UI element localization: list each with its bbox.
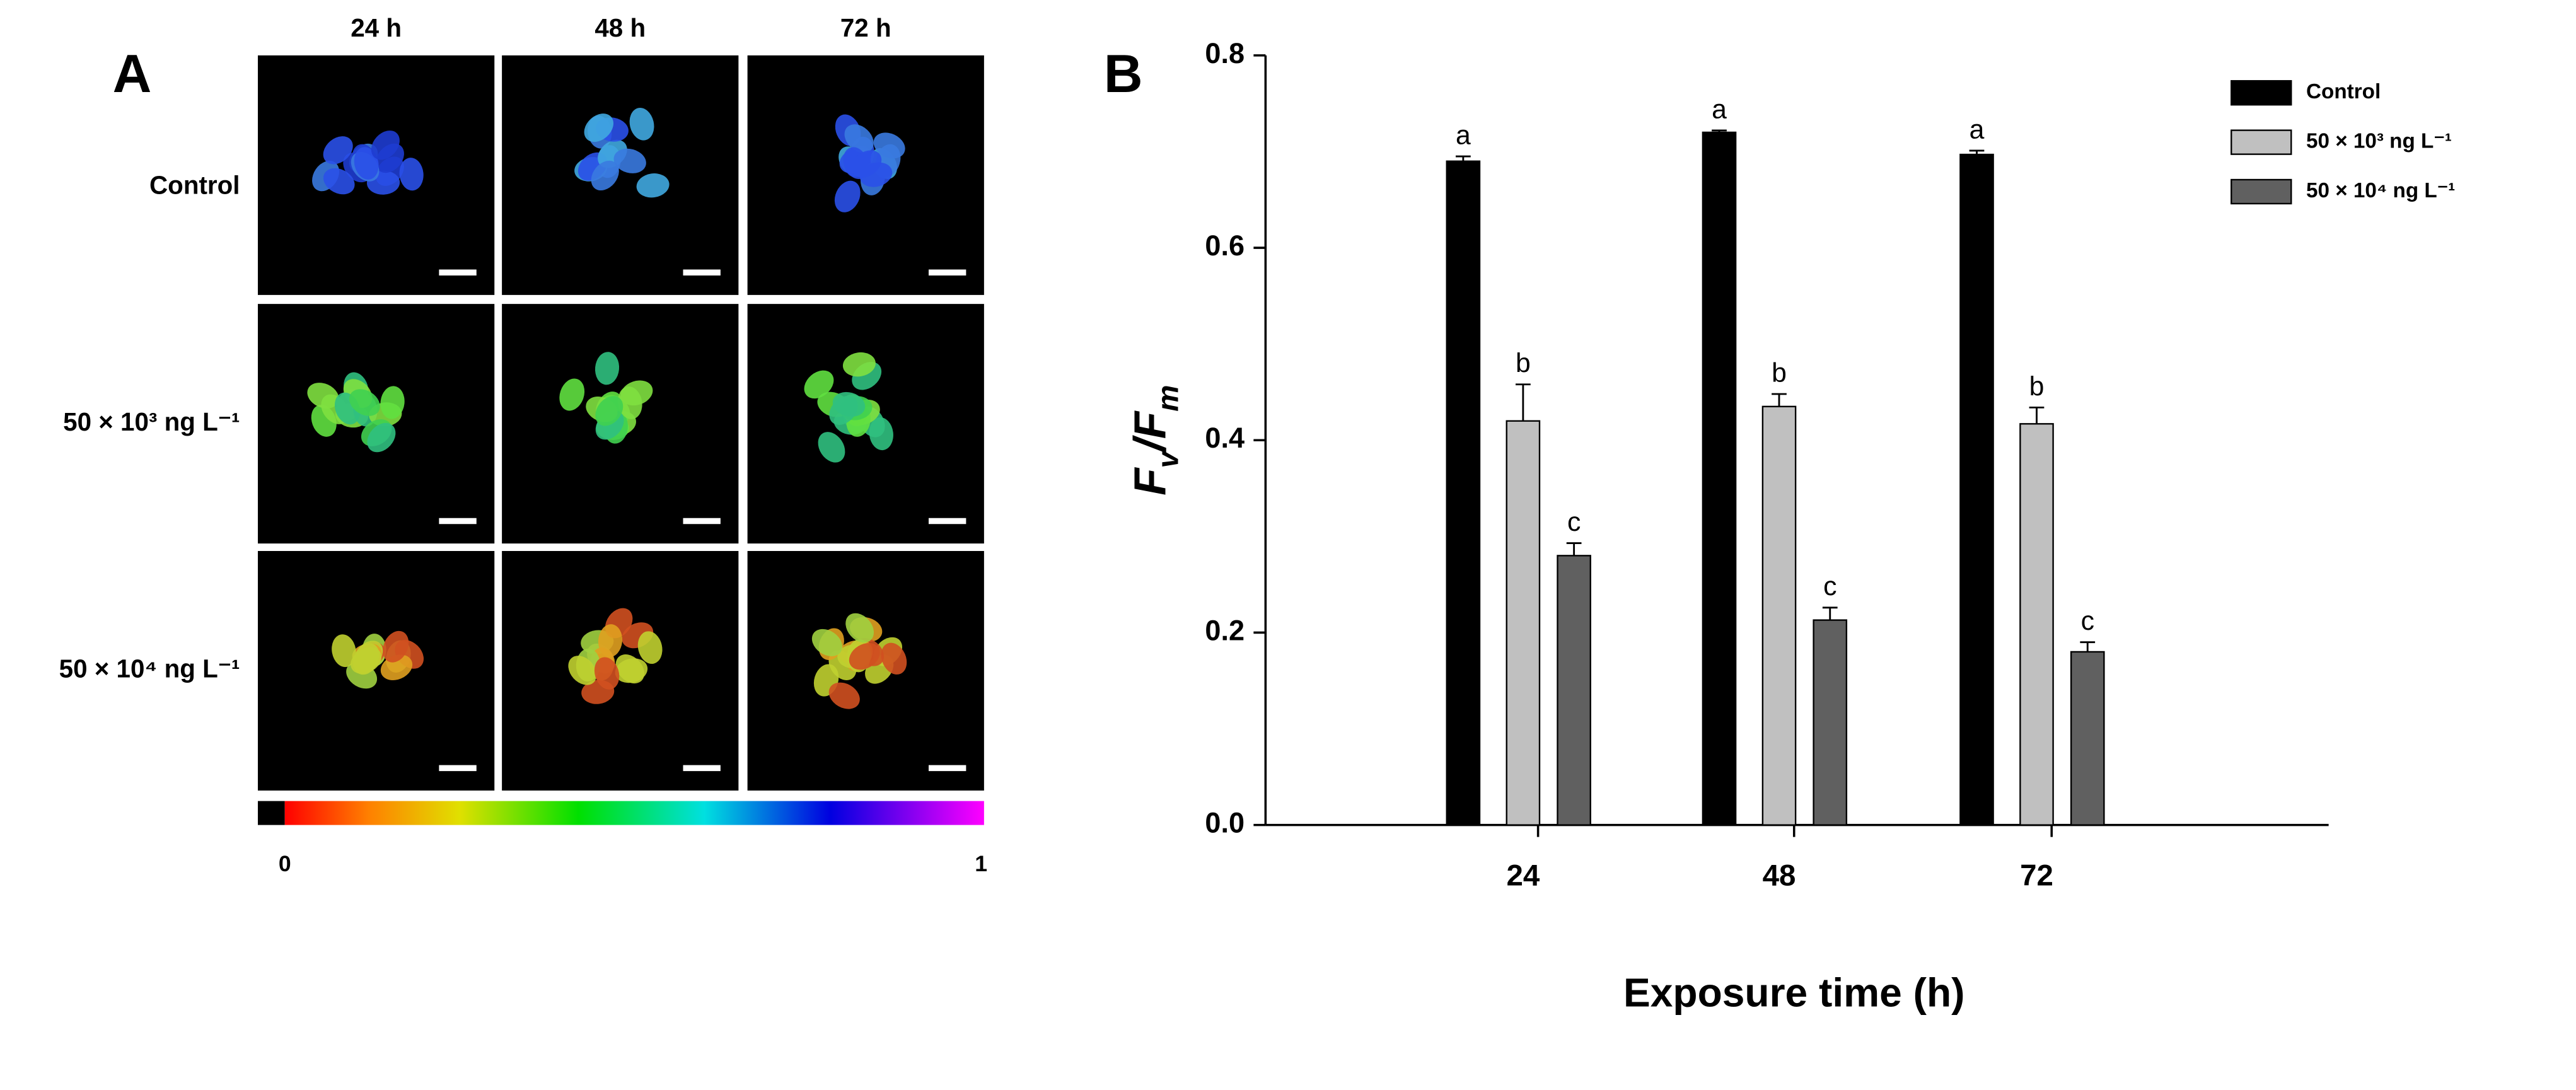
colorbar-black — [258, 801, 285, 825]
cell — [367, 422, 396, 453]
cell — [873, 132, 905, 159]
cell — [568, 656, 597, 685]
colorbar-label: 1 — [975, 851, 987, 876]
cell — [615, 654, 645, 684]
cell — [629, 108, 654, 141]
bar — [1506, 420, 1541, 826]
x-tick-label: 24 — [1506, 859, 1540, 892]
cell — [598, 624, 623, 658]
cell — [383, 630, 409, 663]
significance-letter: a — [1456, 120, 1471, 151]
cell — [834, 180, 861, 212]
significance-letter: a — [1970, 114, 1985, 144]
legend-label: 50 × 10³ ng L⁻¹ — [2306, 129, 2452, 153]
cell — [307, 383, 339, 409]
error-bar — [1516, 383, 1531, 421]
legend-swatch — [2231, 129, 2292, 155]
error-bar — [2080, 641, 2096, 652]
bar — [1702, 131, 1737, 826]
legend-label: 50 × 10⁴ ng L⁻¹ — [2306, 179, 2455, 202]
cell — [351, 647, 382, 674]
significance-letter: c — [1823, 571, 1836, 601]
bar — [1557, 555, 1591, 826]
bar — [2070, 651, 2105, 826]
y-axis-label: Fv/Fm — [1125, 385, 1185, 496]
column-header: 48 h — [595, 13, 646, 42]
significance-letter: b — [1772, 357, 1787, 388]
cell — [332, 634, 356, 668]
cell — [844, 124, 874, 153]
y-tick-label: 0.6 — [1205, 229, 1244, 262]
error-bar — [2029, 406, 2045, 424]
cell — [845, 613, 874, 643]
significance-letter: c — [2081, 606, 2094, 636]
significance-letter: b — [2029, 371, 2045, 402]
micrograph — [502, 55, 739, 295]
error-bar — [1772, 393, 1787, 407]
error-bar — [1566, 542, 1582, 556]
cell — [591, 160, 619, 191]
error-bar — [1456, 155, 1471, 161]
cell — [380, 386, 405, 419]
y-tick-label: 0.4 — [1205, 422, 1244, 454]
cell — [849, 642, 880, 670]
legend-label: Control — [2306, 80, 2381, 103]
row-label: 50 × 10³ ng L⁻¹ — [63, 407, 240, 436]
colorbar — [284, 801, 984, 825]
row-label: Control — [149, 171, 240, 200]
cell — [584, 113, 614, 142]
cell — [818, 432, 845, 463]
cell — [828, 682, 860, 709]
x-tick-label: 72 — [2020, 859, 2053, 892]
cell — [804, 370, 834, 399]
significance-letter: c — [1567, 507, 1581, 537]
panel-label: A — [113, 44, 152, 104]
cell — [399, 158, 424, 191]
error-bar — [1822, 606, 1838, 620]
cell — [323, 136, 353, 165]
cell — [559, 378, 585, 411]
cell — [881, 642, 907, 675]
cell — [811, 629, 842, 657]
micrograph — [258, 551, 495, 791]
bar — [1959, 153, 1994, 826]
legend-swatch — [2231, 178, 2292, 205]
cell — [613, 148, 646, 173]
cell — [595, 396, 624, 426]
cell — [371, 130, 400, 160]
column-header: 24 h — [351, 13, 402, 42]
column-header: 72 h — [840, 13, 891, 42]
colorbar-label: 0 — [279, 851, 291, 876]
y-tick-label: 0.8 — [1205, 37, 1244, 69]
panel-label: B — [1104, 44, 1143, 104]
legend-swatch — [2231, 80, 2292, 106]
cell — [618, 386, 642, 419]
bar — [1446, 160, 1481, 826]
row-label: 50 × 10⁴ ng L⁻¹ — [59, 654, 240, 683]
error-bar — [1712, 129, 1727, 132]
cell — [349, 389, 380, 416]
cell — [595, 352, 620, 385]
error-bar — [1969, 149, 1985, 155]
cell — [594, 657, 620, 690]
x-tick-label: 48 — [1763, 859, 1796, 892]
bar — [1813, 619, 1848, 826]
cell — [637, 631, 663, 664]
cell — [842, 352, 876, 377]
cell — [354, 147, 379, 180]
cell — [636, 173, 670, 198]
y-tick-label: 0.0 — [1205, 807, 1244, 839]
y-tick-label: 0.2 — [1205, 614, 1244, 646]
cell — [832, 391, 866, 417]
bar — [2019, 423, 2054, 826]
significance-letter: b — [1516, 348, 1531, 378]
cell — [851, 150, 882, 178]
cell — [323, 168, 355, 195]
x-axis-label: Exposure time (h) — [1623, 970, 1964, 1015]
significance-letter: a — [1712, 94, 1727, 124]
bar — [1761, 405, 1797, 826]
